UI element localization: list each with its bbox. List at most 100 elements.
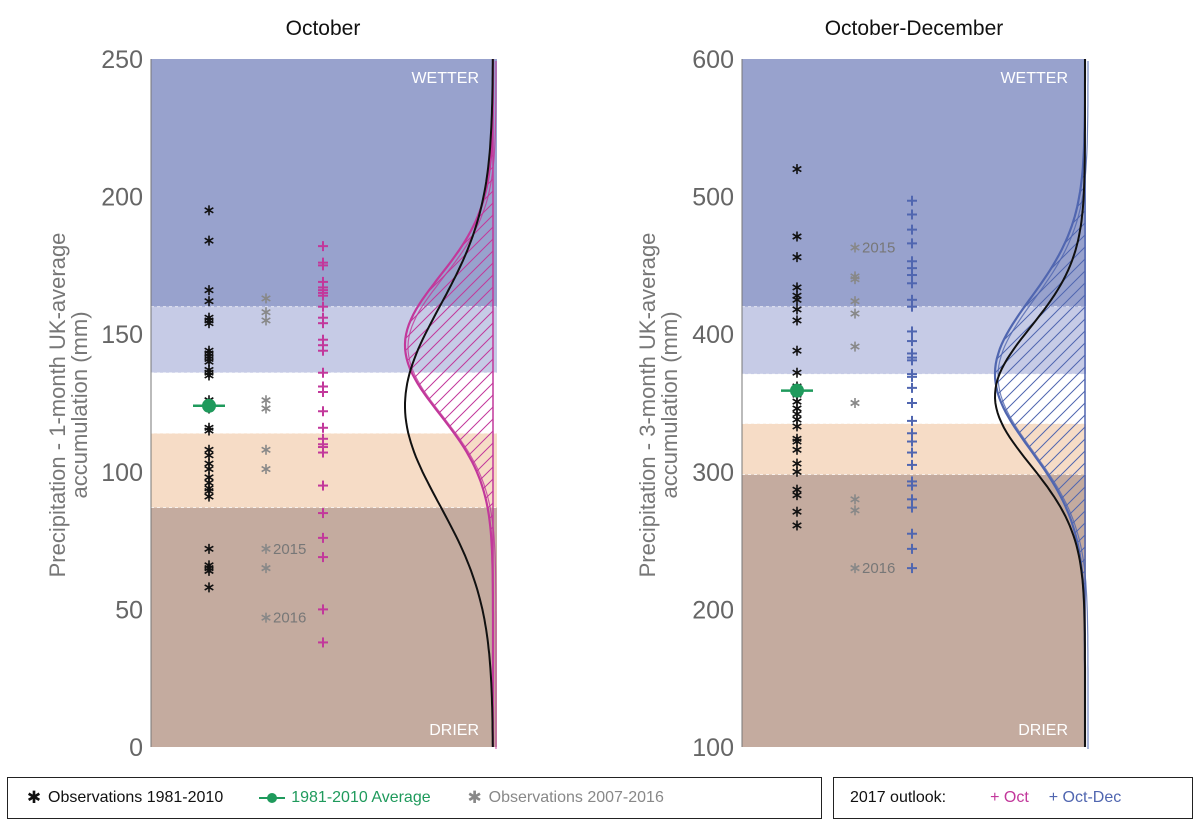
observation-marker	[792, 252, 802, 263]
recent-observation-marker	[850, 242, 860, 253]
observation-marker-stroke	[204, 207, 214, 214]
observation-marker-stroke	[204, 567, 214, 575]
y-tick-label: 200	[692, 596, 734, 624]
outlook-marker	[318, 552, 328, 563]
observation-marker	[792, 345, 802, 356]
outlook-marker	[907, 543, 917, 554]
recent-observation-marker	[850, 563, 860, 574]
wetter-label: WETTER	[411, 70, 479, 87]
outlook-marker	[907, 278, 917, 289]
observation-marker-stroke	[792, 423, 802, 430]
outlook-legend: 2017 outlook: + Oct + Oct-Dec	[833, 777, 1193, 819]
outlook-marker	[907, 209, 917, 220]
outlook-marker	[907, 502, 917, 513]
average-marker	[790, 383, 804, 398]
wetter-label: WETTER	[1000, 70, 1068, 87]
green-dot-marker-icon	[259, 793, 286, 803]
observation-marker	[792, 367, 802, 378]
observation-marker-stroke	[792, 284, 802, 291]
outlook-marker	[907, 355, 917, 366]
observation-marker	[204, 296, 214, 307]
recent-observation-marker	[261, 612, 271, 623]
outlook-distribution-curve	[403, 59, 495, 747]
outlook-marker	[318, 532, 328, 543]
recent-observation-marker-stroke	[261, 446, 271, 453]
observation-marker-stroke	[792, 253, 802, 261]
legend-obs-item: ✱ Observations 1981-2010	[26, 788, 223, 808]
observation-marker-stroke	[792, 468, 802, 475]
observation-marker-stroke	[792, 416, 802, 423]
observation-marker	[792, 421, 802, 432]
outlook-marker	[907, 326, 917, 337]
outlook-marker	[318, 241, 328, 252]
observation-marker-stroke	[792, 486, 802, 493]
observation-marker-stroke	[204, 545, 214, 553]
recent-observation-marker-stroke	[850, 310, 860, 317]
y-axis-label-line: accumulation (mm)	[67, 311, 92, 498]
legend-oct-label: + Oct	[990, 789, 1029, 806]
outlook-marker	[907, 447, 917, 458]
observation-marker	[792, 506, 802, 517]
outlook-marker	[907, 224, 917, 235]
observation-marker-stroke	[204, 427, 214, 434]
legend-avg-item: 1981-2010 Average	[259, 789, 431, 807]
outlook-marker	[318, 318, 328, 329]
outlook-marker	[907, 301, 917, 312]
recent-observation-marker	[261, 563, 271, 574]
recent-observation-marker-stroke	[261, 295, 271, 302]
outlook-marker	[907, 382, 917, 393]
observation-marker	[204, 565, 214, 576]
year-label: 2016	[862, 560, 895, 577]
recent-observation-marker	[261, 444, 271, 455]
observation-marker	[204, 205, 214, 216]
y-tick-label: 150	[101, 321, 143, 349]
outlook-marker	[907, 459, 917, 470]
observation-marker	[792, 466, 802, 477]
observation-marker-stroke	[204, 446, 214, 453]
outlook-marker	[318, 386, 328, 397]
observation-marker	[204, 425, 214, 436]
y-tick-label: 0	[129, 734, 143, 762]
y-axis-label: Precipitation - 1-month UK-averageaccumu…	[45, 233, 92, 578]
outlook-marker	[907, 480, 917, 491]
observation-marker-stroke	[204, 487, 214, 495]
observation-marker-stroke	[204, 460, 214, 467]
outlook-marker	[907, 563, 917, 574]
recent-observation-marker-stroke	[261, 545, 271, 553]
observation-marker	[204, 491, 214, 502]
outlook-marker	[318, 367, 328, 378]
recent-observation-marker	[261, 403, 271, 414]
observation-marker	[204, 370, 214, 381]
observation-marker-stroke	[792, 446, 802, 453]
y-tick-label: 600	[692, 46, 734, 74]
year-label: 2015	[862, 240, 895, 257]
observation-marker-stroke	[792, 306, 802, 313]
recent-observation-marker-stroke	[261, 614, 271, 621]
observation-marker	[792, 164, 802, 175]
outlook-marker	[907, 398, 917, 408]
y-axis-label-line: Precipitation - 3-month UK-average	[635, 233, 660, 578]
asterisk-marker-icon: ✱	[26, 788, 42, 807]
recent-observation-marker	[850, 341, 860, 352]
recent-observation-marker-stroke	[850, 244, 860, 251]
drier-label: DRIER	[1018, 722, 1068, 739]
climatology-distribution-curve	[404, 59, 494, 748]
chart-title: October-December	[825, 17, 1004, 40]
observation-marker-stroke	[792, 296, 802, 303]
outlook-marker	[318, 301, 328, 312]
y-tick-label: 300	[692, 459, 734, 487]
observation-marker	[792, 315, 802, 326]
observation-marker-stroke	[792, 491, 802, 499]
observation-marker-stroke	[204, 584, 214, 591]
observation-marker-stroke	[792, 522, 802, 529]
observation-marker	[204, 318, 214, 329]
recent-observation-marker-stroke	[261, 308, 271, 316]
outlook-marker	[318, 345, 328, 356]
legend-outlook-title: 2017 outlook:	[850, 789, 947, 806]
legend-recent-label: Observations 2007-2016	[488, 789, 664, 806]
y-tick-label: 500	[692, 184, 734, 212]
y-axis-label-line: accumulation (mm)	[657, 311, 682, 498]
outlook-marker	[907, 195, 917, 206]
recent-observation-marker	[850, 296, 860, 307]
